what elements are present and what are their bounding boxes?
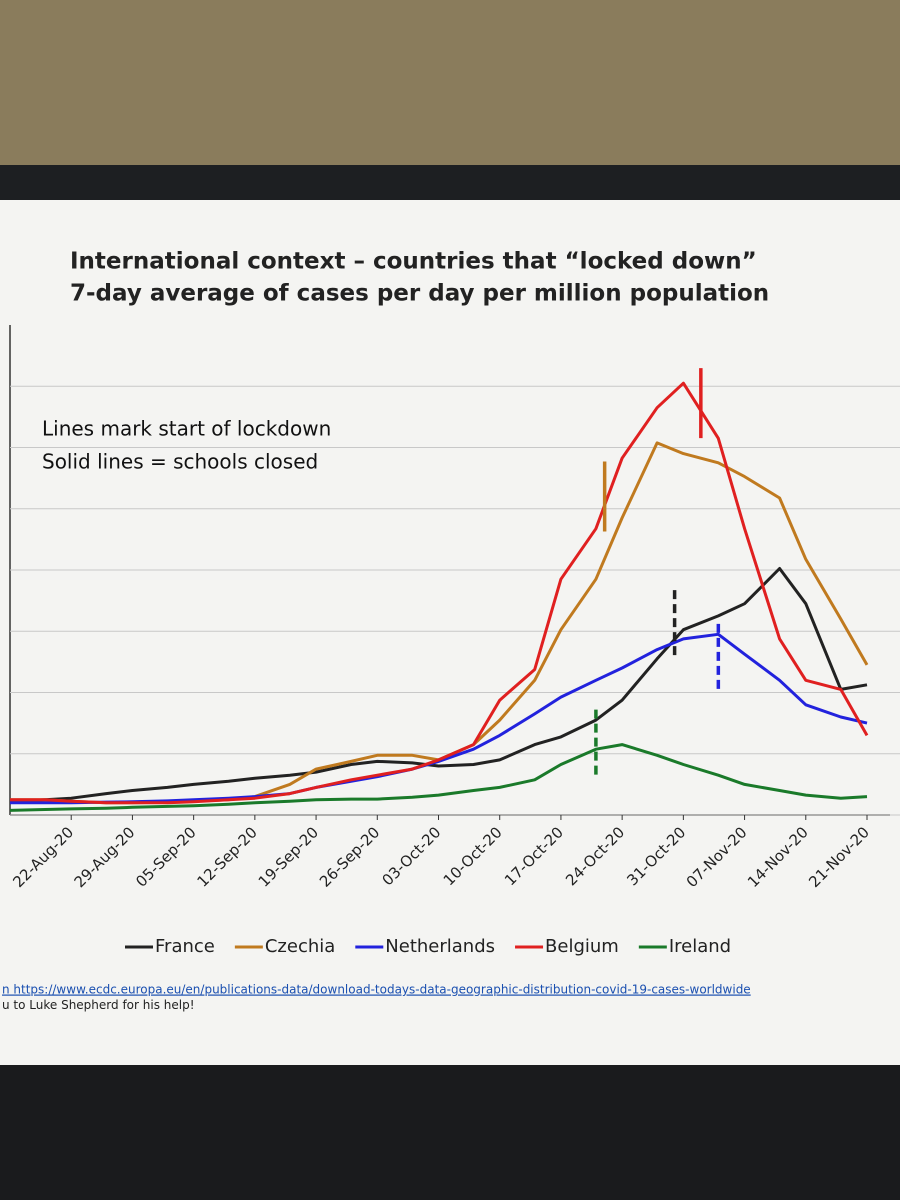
title-line-1: International context – countries that “… <box>70 249 757 275</box>
screen <box>0 200 900 1070</box>
credit: u to Luke Shepherd for his help! <box>2 998 195 1012</box>
annotation: Lines mark start of lockdown <box>42 417 331 441</box>
title-line-2: 7-day average of cases per day per milli… <box>70 281 769 307</box>
legend-label: Netherlands <box>385 936 495 957</box>
legend-label: Belgium <box>545 936 619 957</box>
source-link[interactable]: n https://www.ecdc.europa.eu/en/publicat… <box>2 983 751 997</box>
series-line <box>9 567 868 804</box>
series-line <box>10 381 869 805</box>
bezel-top <box>0 165 900 205</box>
wall <box>0 0 900 170</box>
series-line <box>9 743 868 812</box>
legend-label: Ireland <box>669 936 731 957</box>
legend-label: France <box>155 936 215 957</box>
bezel-bottom <box>0 1065 900 1200</box>
annotation: Solid lines = schools closed <box>42 450 318 474</box>
legend-label: Czechia <box>265 936 335 957</box>
